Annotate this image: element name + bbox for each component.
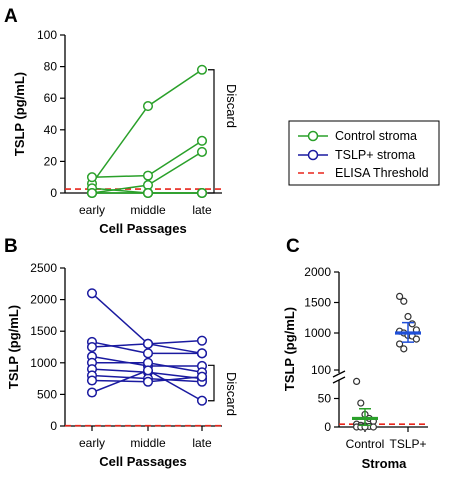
b-y-tick-label: 2000 [30,293,57,307]
panel-b-x-title: Cell Passages [99,454,186,469]
panel-b-x-ticks: early middle late [79,426,212,450]
panel-b-y-title: TSLP (pg/mL) [6,305,21,389]
c-data-point [404,312,412,321]
panel-b-discard-label: Discard [224,372,239,416]
c-data-point [400,345,408,353]
panel-b-series [86,288,208,406]
b-data-point [86,341,98,353]
panel-b-discard-bracket [208,364,215,402]
panel-c-y-title: TSLP (pg/mL) [282,307,297,391]
panel-a-y-title: TSLP (pg/mL) [12,72,27,156]
c-data-point [396,340,404,348]
a-bracket-shape [208,69,215,194]
a-series-line [91,69,203,184]
panel-c-y-ticks: 0 50 100 1000 1500 2000 [304,265,339,434]
a-data-point [142,187,154,199]
b-data-point [86,387,98,398]
panel-c-axis-break [332,370,346,384]
a-y-tick-label: 100 [37,28,57,42]
c-x-tick-label: TSLP+ [389,437,426,451]
a-x-tick-label: late [192,203,212,217]
a-data-point [142,101,154,112]
panel-b-y-ticks: 0 500 1000 1500 2000 2500 [30,261,65,433]
c-y-tick-label: 0 [324,420,331,434]
panel-letter-c: C [286,236,300,257]
legend-tslp-marker [307,149,319,161]
panel-a: 0 20 40 60 80 100 early middle late Discard Cel… [12,28,239,236]
b-data-point [142,376,154,387]
a-data-point [142,170,154,181]
panel-c-means [352,321,421,427]
b-y-tick-label: 1500 [30,324,57,338]
c-data-point [353,377,361,385]
b-data-point [196,348,208,359]
a-y-tick-label: 80 [44,60,58,74]
a-data-point [86,172,98,183]
b-data-point [142,365,154,376]
panel-a-series [86,64,208,199]
b-data-point [196,371,208,382]
a-data-point [196,135,208,146]
a-y-tick-label: 40 [44,123,58,137]
b-y-tick-label: 500 [37,387,57,401]
c-y-tick-label: 1500 [304,296,331,310]
b-x-tick-label: late [192,436,212,450]
a-data-point [86,187,98,199]
b-x-tick-label: middle [130,436,166,450]
b-y-tick-label: 0 [50,419,57,433]
a-y-tick-label: 60 [44,91,58,105]
c-data-point [357,399,365,407]
b-x-tick-label: early [79,436,105,450]
a-y-tick-label: 20 [44,154,58,168]
c-data-point [400,297,408,305]
a-data-point [196,64,208,75]
panel-c-x-ticks: Control TSLP+ [346,427,427,451]
b-data-point [142,338,154,349]
legend-threshold-label: ELISA Threshold [335,166,429,180]
panel-a-axes [64,35,222,194]
a-y-tick-label: 0 [50,186,57,200]
c-y-tick-label: 1000 [304,326,331,340]
panel-c: 0 50 100 1000 1500 2000 Control TSLP+ Stroma T… [282,265,428,471]
legend-tslp-label: TSLP+ stroma [335,148,415,162]
panel-b: 0 500 1000 1500 2000 2500 early middle late Dis… [6,261,239,469]
b-data-point [86,288,98,299]
c-y-tick-label: 50 [318,392,332,406]
c-data-point [369,423,377,431]
c-data-point [408,320,416,328]
a-x-tick-label: middle [130,203,166,217]
panel-letter-a: A [4,6,18,27]
panel-letter-b: B [4,236,18,257]
a-x-tick-label: early [79,203,105,217]
c-data-point [412,335,420,343]
c-y-tick-label: 100 [311,363,331,377]
c-y-tick-label: 2000 [304,265,331,279]
a-data-point [196,146,208,157]
b-y-tick-label: 1000 [30,356,57,370]
b-bracket-shape [208,364,215,402]
legend-control-marker [307,130,319,142]
b-y-tick-label: 2500 [30,261,57,275]
b-data-point [196,335,208,346]
c-data-point [396,292,404,300]
panel-a-y-ticks: 0 20 40 60 80 100 [37,28,65,200]
panel-a-discard-label: Discard [224,84,239,128]
legend: Control stroma TSLP+ stroma ELISA Thresh… [288,120,440,186]
b-data-point [196,395,208,406]
c-x-tick-label: Control [346,437,385,451]
legend-control-label: Control stroma [335,129,417,143]
panel-c-x-title: Stroma [362,456,408,471]
panel-a-x-title: Cell Passages [99,221,186,236]
panel-a-discard-bracket [208,69,215,194]
b-data-point [86,375,98,386]
b-data-point [142,348,154,359]
a-data-point [196,187,208,199]
